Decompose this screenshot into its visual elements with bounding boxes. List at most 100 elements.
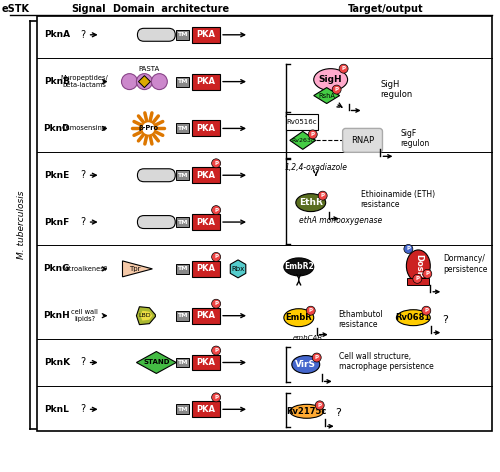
Text: PknD: PknD bbox=[44, 124, 70, 133]
Text: PASTA: PASTA bbox=[139, 66, 160, 72]
Bar bbox=[176, 311, 188, 320]
Text: Rv0516c: Rv0516c bbox=[286, 119, 317, 126]
Text: ?: ? bbox=[80, 405, 85, 414]
Bar bbox=[176, 357, 188, 368]
Ellipse shape bbox=[284, 258, 314, 276]
Text: Muropeptides/
beta-lactams: Muropeptides/ beta-lactams bbox=[61, 75, 108, 88]
Text: P: P bbox=[320, 193, 324, 198]
Text: PknK: PknK bbox=[44, 358, 70, 367]
Ellipse shape bbox=[296, 194, 326, 211]
Ellipse shape bbox=[290, 405, 324, 418]
Text: Rv2638: Rv2638 bbox=[291, 138, 314, 143]
Text: TM: TM bbox=[177, 32, 188, 37]
Circle shape bbox=[122, 74, 138, 90]
Text: PknE: PknE bbox=[44, 171, 70, 180]
Text: P: P bbox=[214, 161, 218, 166]
Text: SigH
regulon: SigH regulon bbox=[380, 80, 412, 99]
Text: P: P bbox=[308, 308, 312, 313]
Ellipse shape bbox=[314, 68, 348, 91]
Text: TM: TM bbox=[177, 360, 188, 365]
FancyBboxPatch shape bbox=[138, 28, 175, 41]
Text: PknL: PknL bbox=[44, 405, 69, 414]
Text: PKA: PKA bbox=[196, 124, 216, 133]
Text: ?: ? bbox=[80, 30, 85, 40]
Text: P: P bbox=[342, 66, 345, 71]
Circle shape bbox=[422, 306, 431, 315]
Bar bbox=[408, 278, 430, 285]
Text: SigH: SigH bbox=[319, 75, 342, 84]
Bar bbox=[192, 261, 220, 277]
Text: ?: ? bbox=[336, 408, 342, 418]
Bar bbox=[192, 167, 220, 183]
Text: M. tuberculosis: M. tuberculosis bbox=[18, 191, 26, 259]
Text: DosR: DosR bbox=[414, 254, 423, 278]
Text: embCAB: embCAB bbox=[293, 335, 323, 341]
Bar bbox=[192, 308, 220, 324]
Text: P: P bbox=[214, 301, 218, 306]
Text: P: P bbox=[318, 403, 322, 408]
Polygon shape bbox=[138, 76, 150, 88]
Text: LBD: LBD bbox=[138, 313, 150, 318]
Text: PknF: PknF bbox=[44, 218, 70, 227]
Circle shape bbox=[152, 74, 168, 90]
Text: Ethambutol
resistance: Ethambutol resistance bbox=[338, 310, 384, 329]
Text: cell wall
lipids?: cell wall lipids? bbox=[71, 309, 98, 322]
Text: ethA monooxygenase: ethA monooxygenase bbox=[299, 216, 382, 225]
Text: PknH: PknH bbox=[44, 311, 70, 320]
Text: P: P bbox=[426, 271, 430, 276]
Text: P: P bbox=[416, 276, 420, 281]
Text: P: P bbox=[406, 246, 410, 252]
Text: ?: ? bbox=[80, 217, 85, 227]
Text: P: P bbox=[314, 355, 318, 360]
Text: PKA: PKA bbox=[196, 171, 216, 180]
Ellipse shape bbox=[406, 250, 430, 282]
Ellipse shape bbox=[292, 355, 320, 373]
Text: Ethioinamide (ETH)
resistance: Ethioinamide (ETH) resistance bbox=[360, 190, 434, 210]
Bar bbox=[37, 16, 492, 431]
Bar bbox=[192, 74, 220, 90]
Bar bbox=[192, 27, 220, 43]
Circle shape bbox=[332, 85, 341, 94]
Polygon shape bbox=[136, 307, 156, 325]
Bar bbox=[192, 120, 220, 136]
Circle shape bbox=[312, 353, 321, 362]
Text: TM: TM bbox=[177, 79, 188, 84]
Text: PKA: PKA bbox=[196, 405, 216, 414]
Text: EthR: EthR bbox=[299, 198, 322, 207]
Text: VirS: VirS bbox=[296, 360, 316, 369]
Circle shape bbox=[136, 74, 152, 90]
Text: RshA: RshA bbox=[318, 93, 335, 99]
Text: Rv2175c: Rv2175c bbox=[286, 407, 327, 416]
Polygon shape bbox=[290, 131, 316, 149]
Text: PKA: PKA bbox=[196, 30, 216, 39]
Polygon shape bbox=[314, 88, 340, 103]
Circle shape bbox=[142, 121, 156, 135]
Text: RNAP: RNAP bbox=[351, 136, 374, 145]
Text: P: P bbox=[334, 87, 338, 92]
Circle shape bbox=[212, 159, 220, 168]
Text: Osmosensing: Osmosensing bbox=[62, 126, 107, 131]
Bar bbox=[176, 124, 188, 134]
Bar bbox=[192, 354, 220, 371]
Text: Rbx: Rbx bbox=[232, 266, 244, 272]
Text: Dormancy/
persistence: Dormancy/ persistence bbox=[443, 254, 488, 274]
Text: PKA: PKA bbox=[196, 264, 216, 273]
Text: PKA: PKA bbox=[196, 218, 216, 227]
Text: TM: TM bbox=[177, 173, 188, 178]
Text: PKA: PKA bbox=[196, 77, 216, 86]
Text: ?: ? bbox=[80, 170, 85, 180]
Circle shape bbox=[413, 274, 422, 283]
Text: TM: TM bbox=[177, 126, 188, 131]
Text: Signal: Signal bbox=[72, 4, 106, 14]
Text: PknA: PknA bbox=[44, 30, 70, 39]
Text: P: P bbox=[424, 308, 428, 313]
Bar bbox=[192, 401, 220, 417]
Circle shape bbox=[212, 299, 220, 308]
Text: TM: TM bbox=[177, 219, 188, 225]
Circle shape bbox=[212, 206, 220, 215]
Bar bbox=[176, 76, 188, 86]
Text: P: P bbox=[214, 348, 218, 353]
Text: P: P bbox=[214, 395, 218, 400]
Text: Target/output: Target/output bbox=[348, 4, 424, 14]
Circle shape bbox=[318, 191, 327, 200]
